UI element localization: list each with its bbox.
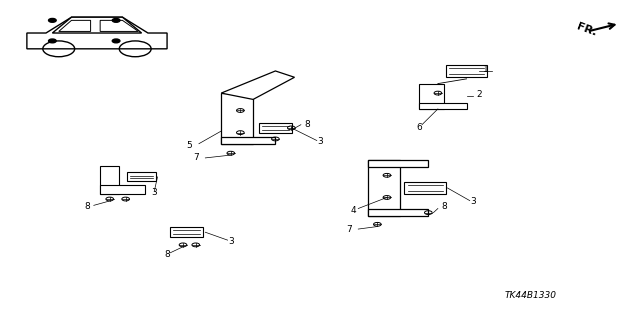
- Text: TK44B1330: TK44B1330: [504, 291, 556, 300]
- Text: 8: 8: [84, 202, 90, 211]
- Text: FR.: FR.: [575, 22, 598, 38]
- Text: 1: 1: [483, 65, 488, 74]
- Text: 7: 7: [346, 225, 351, 234]
- Polygon shape: [221, 93, 253, 144]
- Text: 8: 8: [442, 202, 447, 211]
- Polygon shape: [100, 166, 119, 194]
- Polygon shape: [419, 84, 444, 109]
- Text: 8: 8: [305, 120, 310, 129]
- Polygon shape: [368, 209, 428, 216]
- Text: 3: 3: [470, 197, 476, 206]
- Polygon shape: [368, 160, 428, 167]
- Text: 7: 7: [193, 153, 198, 162]
- Text: 2: 2: [476, 90, 482, 99]
- Bar: [170, 227, 203, 237]
- Text: 6: 6: [416, 123, 422, 132]
- Polygon shape: [419, 103, 467, 109]
- Polygon shape: [59, 20, 91, 32]
- Text: 3: 3: [228, 237, 234, 246]
- Text: 5: 5: [186, 141, 192, 150]
- Polygon shape: [52, 17, 141, 33]
- Polygon shape: [221, 137, 275, 144]
- Bar: [446, 65, 487, 77]
- Polygon shape: [221, 71, 294, 100]
- Circle shape: [49, 39, 56, 43]
- Circle shape: [112, 39, 120, 43]
- Bar: [127, 173, 156, 181]
- Polygon shape: [100, 185, 145, 194]
- Text: 4: 4: [350, 206, 356, 215]
- Polygon shape: [27, 17, 167, 49]
- Text: 3: 3: [152, 188, 157, 197]
- Text: 3: 3: [317, 137, 323, 146]
- Bar: [404, 182, 446, 194]
- Polygon shape: [368, 160, 399, 216]
- Bar: [259, 123, 292, 133]
- Circle shape: [112, 19, 120, 22]
- Text: 8: 8: [164, 250, 170, 259]
- Circle shape: [49, 19, 56, 22]
- Polygon shape: [100, 20, 138, 32]
